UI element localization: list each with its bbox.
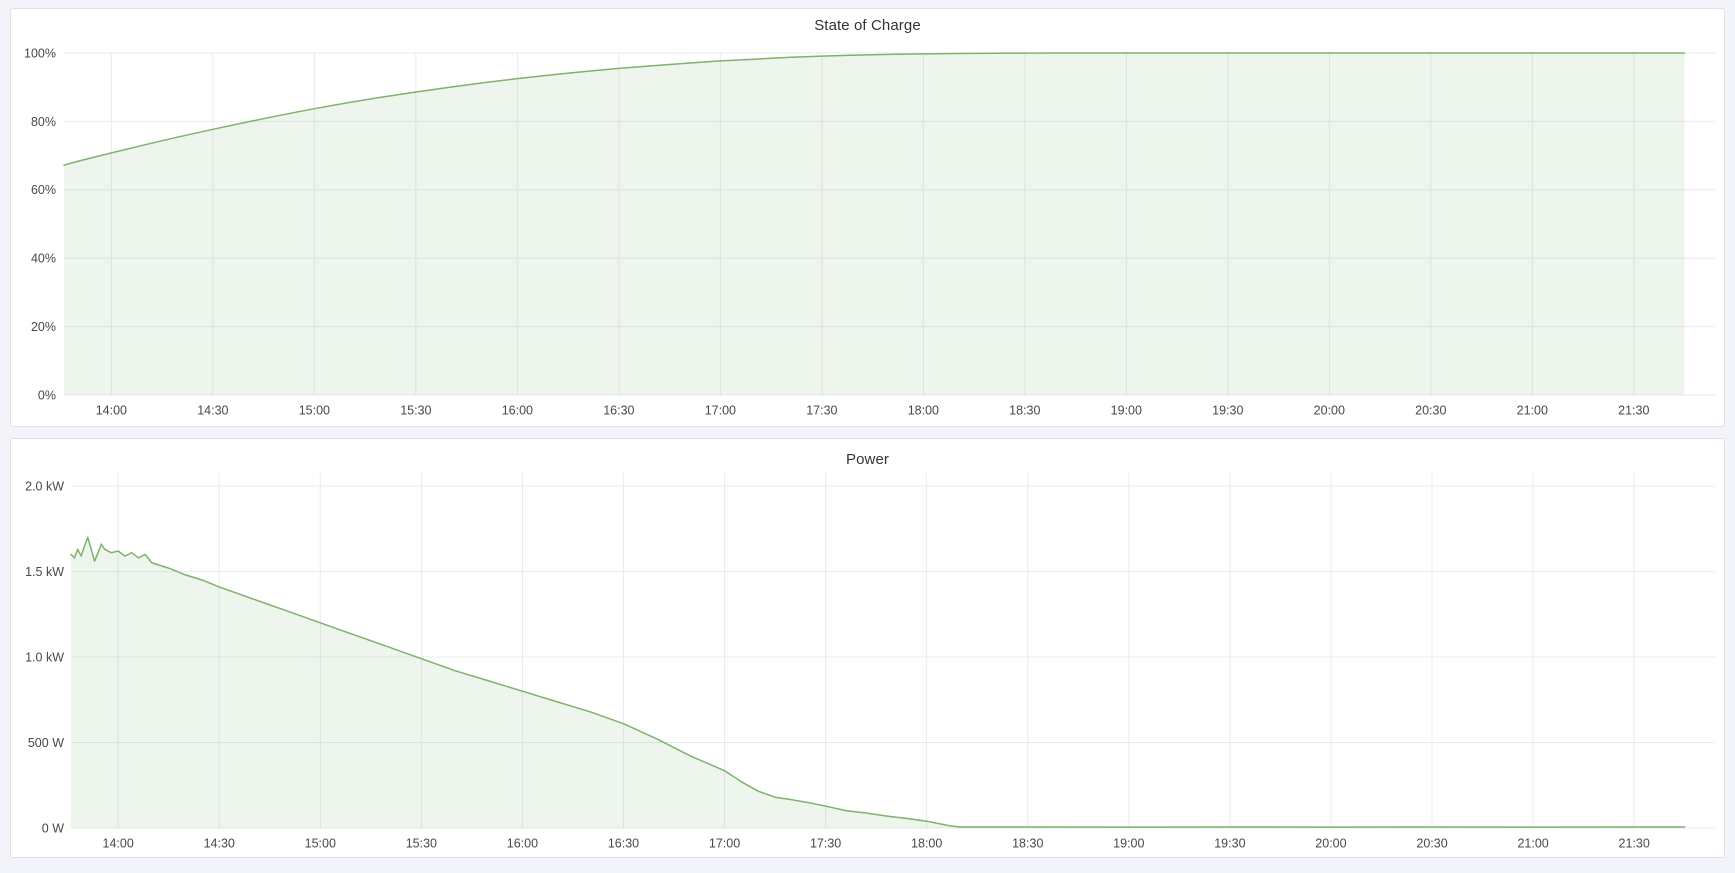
series-area-fill [64,53,1685,395]
x-tick-label: 15:30 [406,836,437,850]
x-tick-label: 14:00 [96,403,127,417]
x-tick-label: 14:30 [197,403,228,417]
x-tick-label: 19:00 [1111,403,1142,417]
x-tick-label: 21:00 [1517,403,1548,417]
x-tick-label: 15:00 [299,403,330,417]
y-tick-label: 60% [31,183,56,197]
y-tick-label: 500 W [28,736,64,750]
y-tick-label: 1.5 kW [25,565,64,579]
x-tick-label: 14:30 [204,836,235,850]
x-tick-label: 17:00 [705,403,736,417]
x-tick-label: 20:30 [1416,836,1447,850]
x-tick-label: 19:30 [1214,836,1245,850]
power-chart[interactable]: 0 W 500 W 1.0 kW 1.5 kW 2.0 kW 14:00 14:30 15:0… [11,439,1724,857]
y-tick-label: 1.0 kW [25,650,64,664]
panel-state-of-charge: State of Charge 0% 20% 40% 60% 80% 100% 14:00 1… [10,8,1725,427]
series-line [63,52,1686,166]
panel-title: Power [845,451,890,468]
x-tick-label: 21:30 [1618,403,1649,417]
series-line [70,536,1686,828]
y-tick-label: 2.0 kW [25,479,64,493]
x-tick-label: 17:30 [806,403,837,417]
x-tick-label: 16:30 [608,836,639,850]
x-tick-label: 20:00 [1314,403,1345,417]
x-tick-label: 16:00 [507,836,538,850]
series-area-fill [71,537,1685,828]
x-tick-label: 18:00 [911,836,942,850]
x-tick-label: 16:30 [603,403,634,417]
x-tick-label: 19:30 [1212,403,1243,417]
y-tick-label: 0% [38,388,56,402]
panel-title: State of Charge [814,17,921,34]
x-tick-label: 14:00 [103,836,134,850]
y-tick-label: 20% [31,320,56,334]
x-tick-label: 18:00 [908,403,939,417]
x-tick-label: 18:30 [1012,836,1043,850]
x-tick-label: 20:00 [1315,836,1346,850]
x-tick-label: 16:00 [502,403,533,417]
state-of-charge-chart[interactable]: 0% 20% 40% 60% 80% 100% 14:00 14:30 15:00 15:30 16… [11,9,1724,426]
x-tick-label: 17:30 [810,836,841,850]
x-tick-label: 19:00 [1113,836,1144,850]
x-tick-label: 15:30 [400,403,431,417]
x-tick-label: 18:30 [1009,403,1040,417]
x-tick-label: 20:30 [1415,403,1446,417]
x-tick-label: 15:00 [305,836,336,850]
y-tick-label: 80% [31,115,56,129]
panel-power: Power 0 W 500 W 1.0 kW 1.5 kW 2.0 kW 14:00 14:… [10,438,1725,858]
y-tick-label: 0 W [42,821,64,835]
y-tick-label: 40% [31,252,56,266]
x-tick-label: 17:00 [709,836,740,850]
x-tick-label: 21:30 [1619,836,1650,850]
x-tick-label: 21:00 [1517,836,1548,850]
y-tick-label: 100% [24,46,56,60]
